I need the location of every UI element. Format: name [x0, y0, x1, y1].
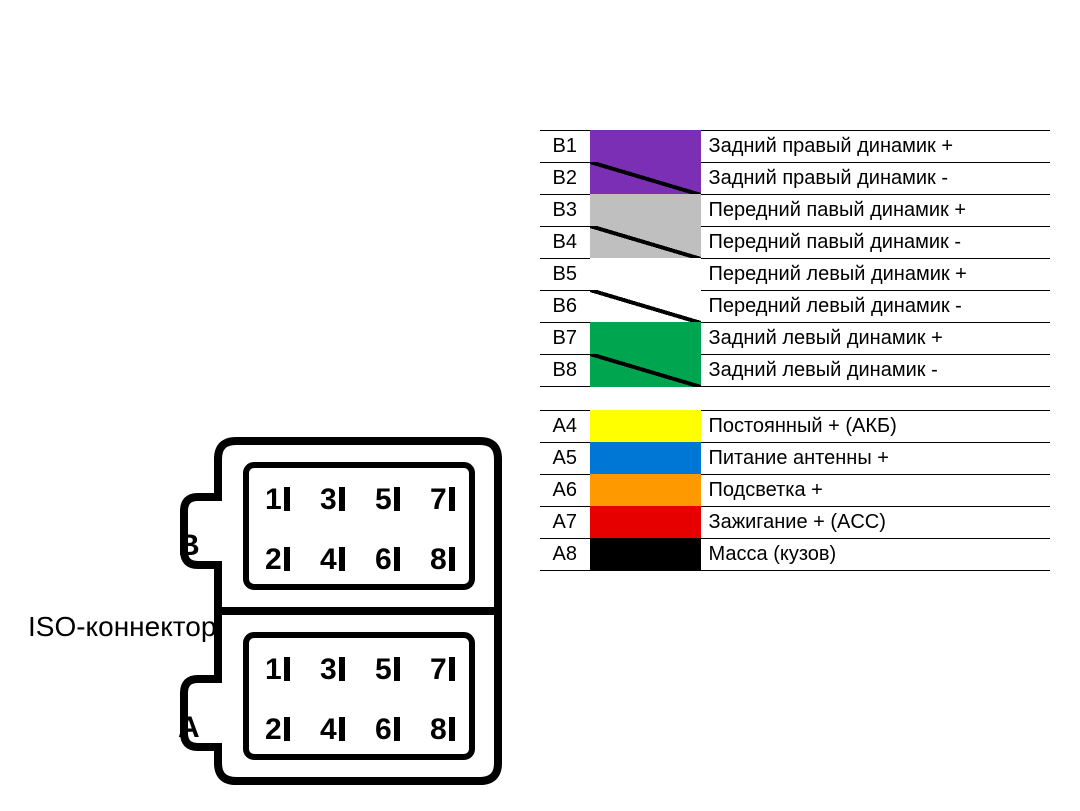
svg-text:1: 1: [265, 653, 282, 686]
legend-desc: Постоянный + (АКБ): [700, 411, 1050, 443]
legend-b-row: B4 Передний павый динамик -: [540, 227, 1050, 259]
legend-swatch: [590, 539, 700, 571]
legend-a-row: A5 Питание антенны +: [540, 443, 1050, 475]
legend-b-row: B2 Задний правый динамик -: [540, 163, 1050, 195]
legend-code: A8: [540, 539, 590, 571]
legend-desc: Масса (кузов): [700, 539, 1050, 571]
legend-code: B3: [540, 195, 590, 227]
legend-swatch: [590, 291, 700, 323]
legend-desc: Передний павый динамик +: [700, 195, 1050, 227]
svg-text:8: 8: [430, 713, 447, 746]
legend-b-row: B8 Задний левый динамик -: [540, 355, 1050, 387]
svg-text:1: 1: [265, 483, 282, 516]
legend-swatch: [590, 259, 700, 291]
legend-code: A5: [540, 443, 590, 475]
legend-a-row: A7 Зажигание + (ACC): [540, 507, 1050, 539]
legend-code: B8: [540, 355, 590, 387]
legend-swatch: [590, 131, 700, 163]
legend-desc: Передний павый динамик -: [700, 227, 1050, 259]
legend-desc: Зажигание + (ACC): [700, 507, 1050, 539]
legend-swatch: [590, 163, 700, 195]
legend-desc: Подсветка +: [700, 475, 1050, 507]
connector-diagram: 1 3 5 7 2 4 6 8 1 3 5 7 2 4 6 8: [150, 411, 520, 811]
legend-swatch: [590, 507, 700, 539]
legend-code: B7: [540, 323, 590, 355]
svg-text:6: 6: [375, 713, 392, 746]
legend-desc: Задний левый динамик -: [700, 355, 1050, 387]
legend-code: B2: [540, 163, 590, 195]
legend-swatch: [590, 411, 700, 443]
legend-desc: Задний левый динамик +: [700, 323, 1050, 355]
legend-b-row: B3 Передний павый динамик +: [540, 195, 1050, 227]
root: ISO-коннектор B A 1 3 5 7 2 4 6 8: [0, 0, 1080, 621]
legend-code: A4: [540, 411, 590, 443]
svg-text:4: 4: [320, 543, 337, 576]
pins-b: 1 3 5 7 2 4 6 8: [265, 483, 455, 576]
svg-text:8: 8: [430, 543, 447, 576]
legend-code: A7: [540, 507, 590, 539]
svg-text:5: 5: [375, 653, 392, 686]
svg-text:2: 2: [265, 713, 282, 746]
svg-text:4: 4: [320, 713, 337, 746]
svg-text:6: 6: [375, 543, 392, 576]
legend-swatch: [590, 443, 700, 475]
legend-swatch: [590, 355, 700, 387]
legend-code: B5: [540, 259, 590, 291]
legend-b-row: B1 Задний правый динамик +: [540, 131, 1050, 163]
legend-panel: B1 Задний правый динамик + B2 Задний правый…: [540, 50, 1080, 571]
svg-text:5: 5: [375, 483, 392, 516]
legend-b-row: B7 Задний левый динамик +: [540, 323, 1050, 355]
legend-swatch: [590, 195, 700, 227]
legend-swatch: [590, 475, 700, 507]
svg-text:7: 7: [430, 653, 447, 686]
legend-code: B4: [540, 227, 590, 259]
pins-a: 1 3 5 7 2 4 6 8: [265, 653, 455, 746]
legend-code: A6: [540, 475, 590, 507]
legend-desc: Питание антенны +: [700, 443, 1050, 475]
legend-swatch: [590, 227, 700, 259]
legend-swatch: [590, 323, 700, 355]
legend-a-row: A4 Постоянный + (АКБ): [540, 411, 1050, 443]
legend-code: B1: [540, 131, 590, 163]
svg-text:7: 7: [430, 483, 447, 516]
legend-a-row: A6 Подсветка +: [540, 475, 1050, 507]
legend-desc: Задний правый динамик -: [700, 163, 1050, 195]
legend-code: B6: [540, 291, 590, 323]
legend-table: B1 Задний правый динамик + B2 Задний правый…: [540, 130, 1050, 571]
legend-desc: Передний левый динамик -: [700, 291, 1050, 323]
legend-desc: Задний правый динамик +: [700, 131, 1050, 163]
legend-b-row: B6 Передний левый динамик -: [540, 291, 1050, 323]
svg-text:2: 2: [265, 543, 282, 576]
svg-text:3: 3: [320, 483, 337, 516]
legend-b-row: B5 Передний левый динамик +: [540, 259, 1050, 291]
legend-a-row: A8 Масса (кузов): [540, 539, 1050, 571]
legend-desc: Передний левый динамик +: [700, 259, 1050, 291]
svg-text:3: 3: [320, 653, 337, 686]
